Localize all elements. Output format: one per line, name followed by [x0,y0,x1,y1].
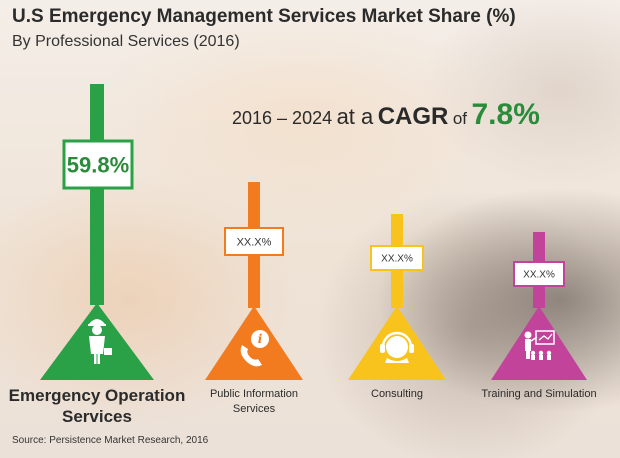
source-note: Source: Persistence Market Research, 201… [12,435,209,446]
category-label-line: Public Information [209,388,299,400]
category-label-training-and-simulation: Training and Simulation [459,387,619,402]
value-label-box [62,139,134,190]
presentation-icon [524,330,555,360]
category-label-public-information-services: Public Information Services [179,387,329,417]
chart-title: U.S Emergency Management Services Market… [12,6,516,27]
category-label-consulting: Consulting [322,387,472,402]
value-label-box [513,261,565,287]
value-label: 59.8% [67,152,129,177]
category-label-line: Services [62,407,132,426]
category-label-line: Services [232,403,276,415]
bar-pole [90,84,104,305]
bar-emergency-operation-services: 59.8% [40,84,154,380]
worker-icon [88,319,112,364]
cagr-callout: 2016 – 2024 at a CAGR of 7.8% [232,98,540,132]
headset-icon [380,331,414,363]
category-label-line: Emergency Operation [8,386,186,405]
value-label: XX.X% [381,254,413,265]
value-label: XX.X% [237,236,272,248]
cagr-value: 7.8% [471,98,540,131]
bar-consulting: XX.X% [348,214,446,380]
cagr-range: 2016 – 2024 [232,108,333,128]
category-label-line: Training and Simulation [481,388,597,400]
category-label-line: Consulting [371,388,423,400]
bar-training-and-simulation: XX.X% [491,232,587,380]
bar-base-triangle [491,306,587,380]
cagr-of: of [452,109,468,128]
cagr-at-a: at a [336,104,374,129]
svg-text:i: i [258,332,263,346]
value-label-box [224,227,284,256]
cagr-word: CAGR [377,103,449,130]
value-label-box [370,245,424,271]
bar-public-information-services: XX.X% i [205,182,303,380]
phone-info-icon: i [240,330,269,367]
category-label-emergency-operation-services: Emergency Operation Services [0,385,197,427]
value-label: XX.X% [523,270,555,281]
chart-subtitle: By Professional Services (2016) [12,33,240,50]
